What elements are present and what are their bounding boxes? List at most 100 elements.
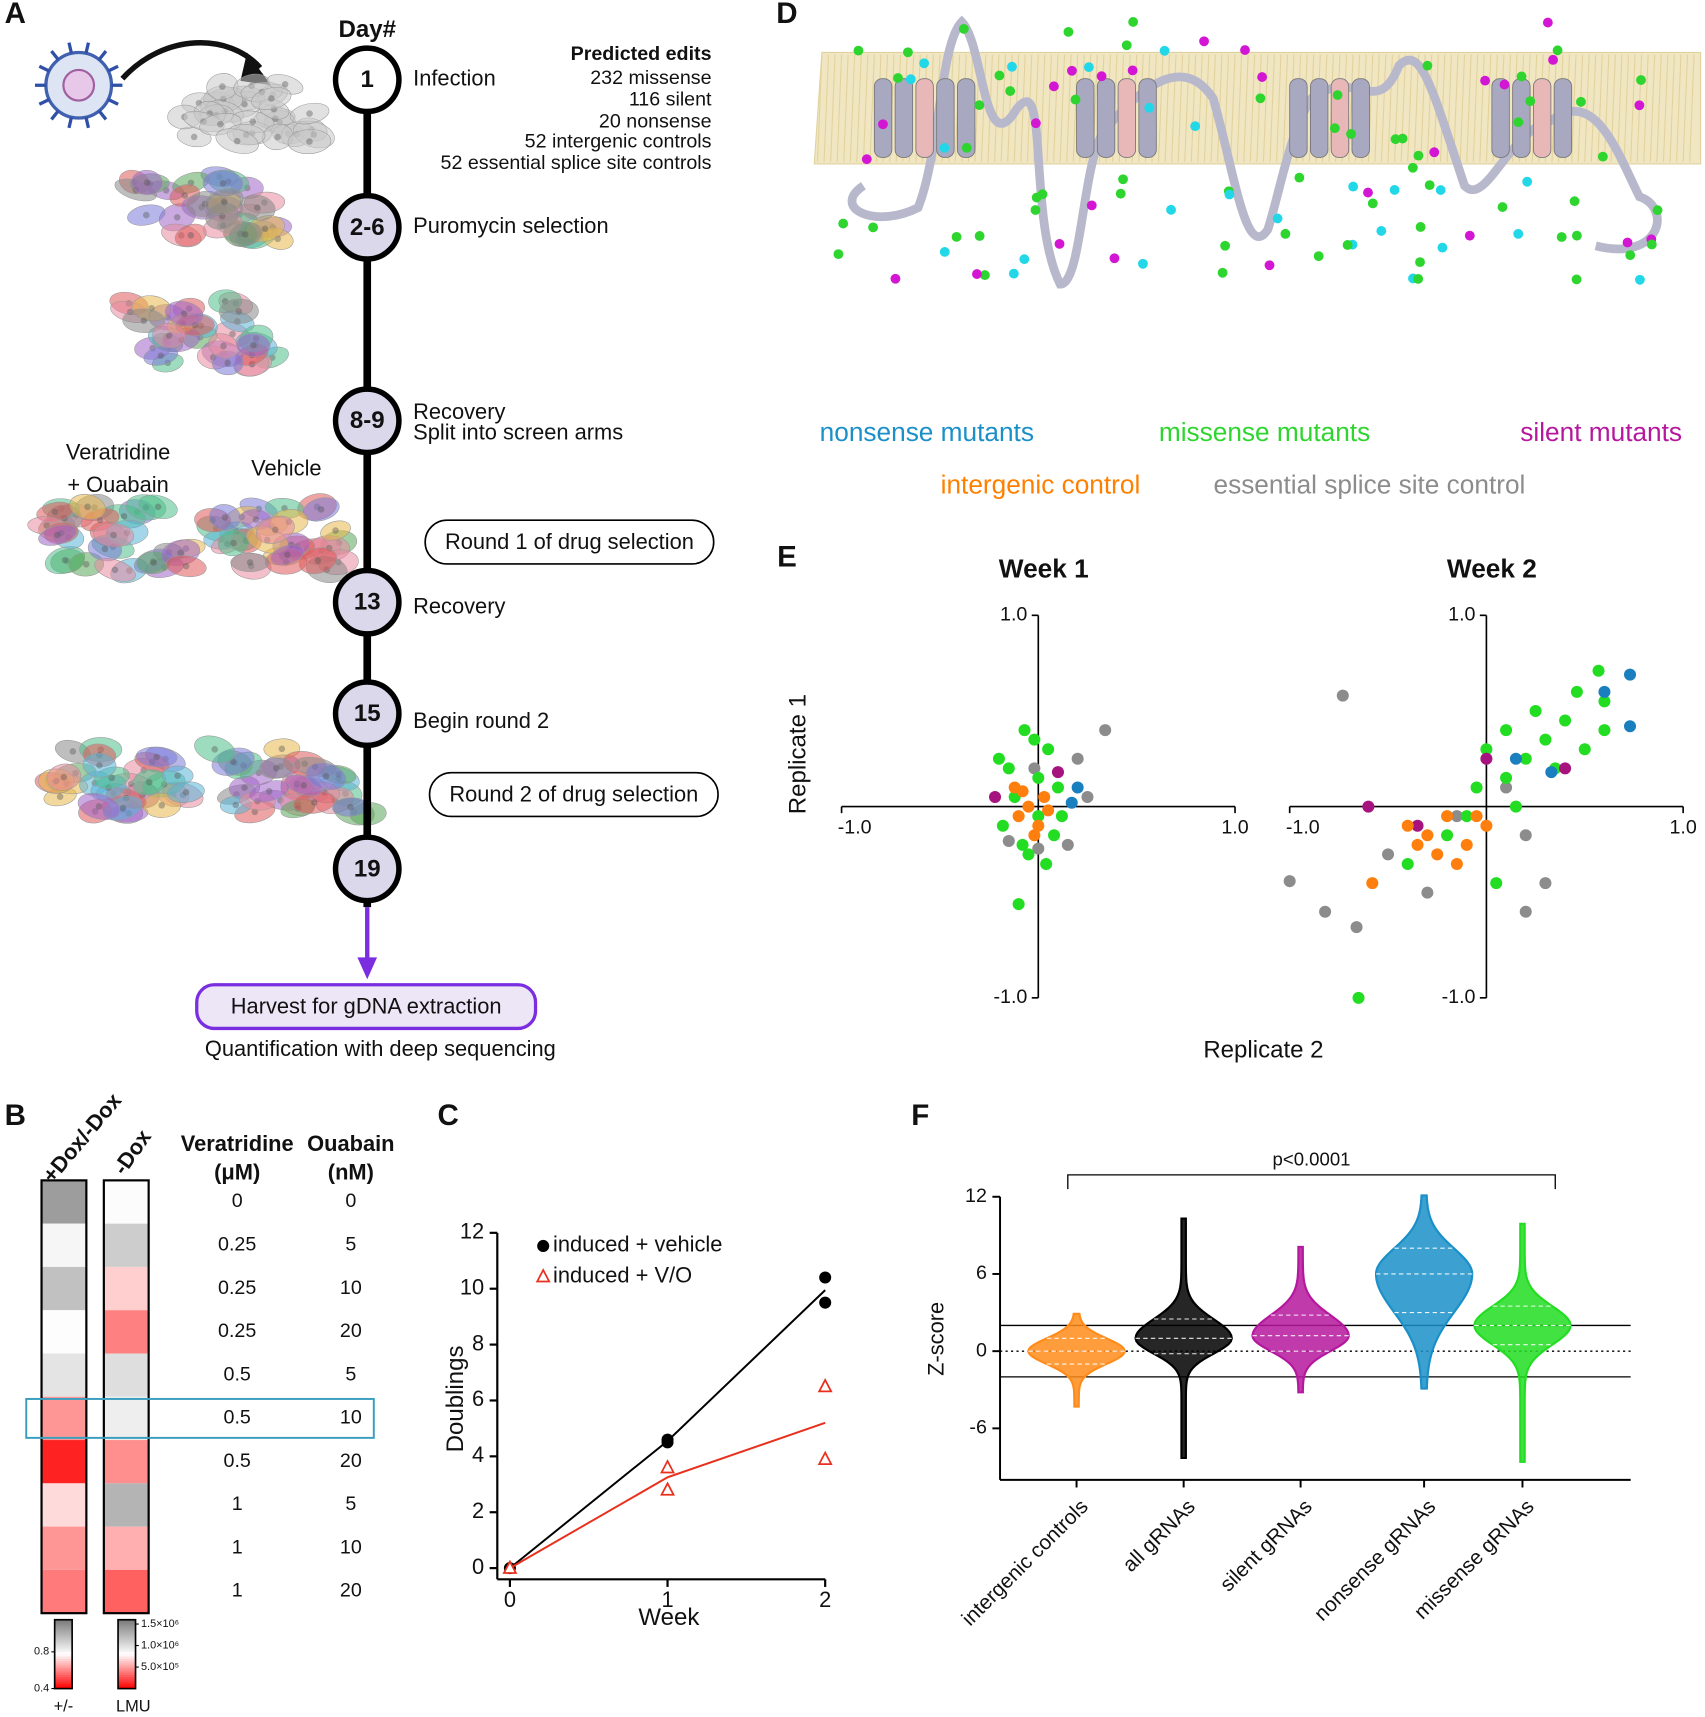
x-tick-label: 1.0 <box>1669 817 1696 839</box>
fit-line <box>509 1421 826 1569</box>
residue <box>1634 100 1645 111</box>
table-cell: 5 <box>345 1493 356 1515</box>
helix <box>1553 78 1573 158</box>
cell <box>94 558 136 582</box>
table-cell: 20 <box>340 1580 362 1602</box>
day-marker <box>332 567 402 637</box>
data-point <box>996 819 1009 832</box>
virus-spike <box>107 97 119 106</box>
cell <box>287 129 332 155</box>
data-point <box>1042 804 1055 817</box>
heat-cell <box>41 1223 87 1267</box>
residue <box>1556 232 1567 242</box>
lipid <box>1466 54 1472 162</box>
residue <box>1294 172 1305 183</box>
cell-nucleus <box>217 120 224 128</box>
cell-nucleus <box>60 773 68 781</box>
residue <box>1636 75 1646 85</box>
table-cell: 1 <box>232 1536 243 1558</box>
cell-nucleus <box>250 341 257 349</box>
data-point <box>660 1459 675 1474</box>
residue <box>1313 251 1324 262</box>
cell-nucleus <box>96 762 103 769</box>
data-point <box>1421 829 1434 842</box>
cell <box>46 763 82 791</box>
heat-cell <box>103 1180 149 1224</box>
cell <box>289 102 330 125</box>
step-label: Recovery <box>413 399 505 424</box>
x-tick-label: 0 <box>504 1587 516 1612</box>
harvest-box <box>195 983 538 1031</box>
cell-nucleus <box>232 801 240 809</box>
data-point <box>1411 819 1424 832</box>
colorbar-step <box>54 1672 73 1676</box>
cell <box>143 345 179 366</box>
lipid <box>1230 54 1236 162</box>
lipid <box>1276 54 1282 162</box>
cell <box>251 87 292 110</box>
cell <box>209 504 241 531</box>
residue <box>1280 228 1291 239</box>
cell-nucleus <box>158 802 166 809</box>
residue <box>1063 26 1074 37</box>
virus-spike <box>50 109 60 121</box>
colorbar-step <box>54 1638 73 1641</box>
data-point <box>1071 752 1084 765</box>
colorbar-tick-label: 0.8 <box>34 1646 49 1658</box>
data-point <box>1592 664 1605 677</box>
data-point <box>1559 762 1572 775</box>
cell-nucleus <box>150 559 157 566</box>
residue <box>878 119 888 130</box>
helix <box>1330 78 1350 158</box>
heat-cell <box>41 1569 87 1614</box>
edit-count: 52 essential splice site controls <box>441 152 712 174</box>
step-label: Infection <box>413 66 496 91</box>
day-number: 19 <box>354 855 381 882</box>
residue <box>1144 102 1155 113</box>
edits-title: Predicted edits <box>571 43 712 65</box>
colorbar-step <box>118 1640 136 1644</box>
table-cell: 1 <box>232 1493 243 1515</box>
data-point <box>817 1378 833 1393</box>
colorbar-step <box>118 1667 136 1671</box>
cell <box>93 522 135 548</box>
residue <box>1030 118 1041 129</box>
data-point <box>1081 791 1094 804</box>
residue <box>1346 129 1356 139</box>
cell-nucleus <box>281 80 289 88</box>
residue <box>1199 36 1209 47</box>
highlight-box <box>25 1397 375 1439</box>
day-number: 2-6 <box>350 214 385 241</box>
cell-nucleus <box>157 352 165 359</box>
y-tick-label: 12 <box>965 1185 987 1207</box>
data-point <box>1061 838 1074 851</box>
residue <box>979 270 990 281</box>
residue <box>1217 267 1228 278</box>
data-point <box>1450 810 1463 823</box>
y-tick-label: 1.0 <box>1448 604 1475 626</box>
cell <box>270 544 305 566</box>
harvest-label: Harvest for gDNA extraction <box>231 993 502 1018</box>
cell <box>82 752 117 778</box>
residue <box>1437 242 1448 253</box>
helix <box>894 78 914 158</box>
colorbar-step <box>118 1681 136 1685</box>
cell-nucleus <box>110 531 117 539</box>
residue <box>1429 147 1440 158</box>
colorbar-step <box>54 1663 73 1667</box>
lipid <box>869 54 875 162</box>
cell-nucleus <box>173 213 181 221</box>
data-point <box>1336 689 1349 702</box>
colorbar-step <box>54 1640 73 1644</box>
cell <box>239 194 276 221</box>
y-axis-title: Doublings <box>442 1346 469 1453</box>
cell-nucleus <box>332 527 339 534</box>
cell-nucleus <box>190 133 198 141</box>
cell-nucleus <box>268 95 275 102</box>
helix <box>1351 78 1370 158</box>
cell-nucleus <box>347 803 354 811</box>
cell-nucleus <box>273 764 280 772</box>
x-axis-title: Replicate 2 <box>1203 1037 1323 1064</box>
y-tick-label: 2 <box>472 1498 484 1523</box>
